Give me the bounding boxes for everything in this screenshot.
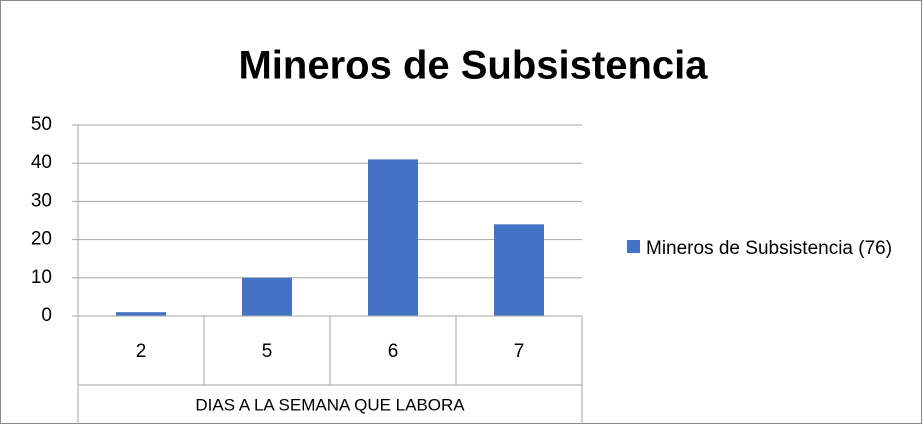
y-tick-label: 10: [31, 267, 52, 288]
legend-swatch: [627, 240, 640, 253]
x-axis-title: DIAS A LA SEMANA QUE LABORA: [195, 395, 465, 414]
x-tick-label: 2: [136, 341, 147, 362]
chart-title: Mineros de Subsistencia: [238, 44, 708, 88]
bar: [242, 277, 292, 316]
bar: [368, 159, 418, 316]
y-tick-label: 0: [41, 305, 52, 326]
y-tick-label: 50: [31, 114, 52, 135]
legend-label: Mineros de Subsistencia (76): [646, 238, 893, 259]
y-tick-label: 40: [31, 152, 52, 173]
y-tick-label: 30: [31, 190, 52, 211]
bar: [494, 224, 544, 316]
x-tick-label: 6: [388, 341, 399, 362]
x-tick-label: 5: [262, 341, 273, 362]
x-tick-label: 7: [514, 341, 525, 362]
bar: [116, 312, 166, 316]
y-tick-label: 20: [31, 229, 52, 250]
